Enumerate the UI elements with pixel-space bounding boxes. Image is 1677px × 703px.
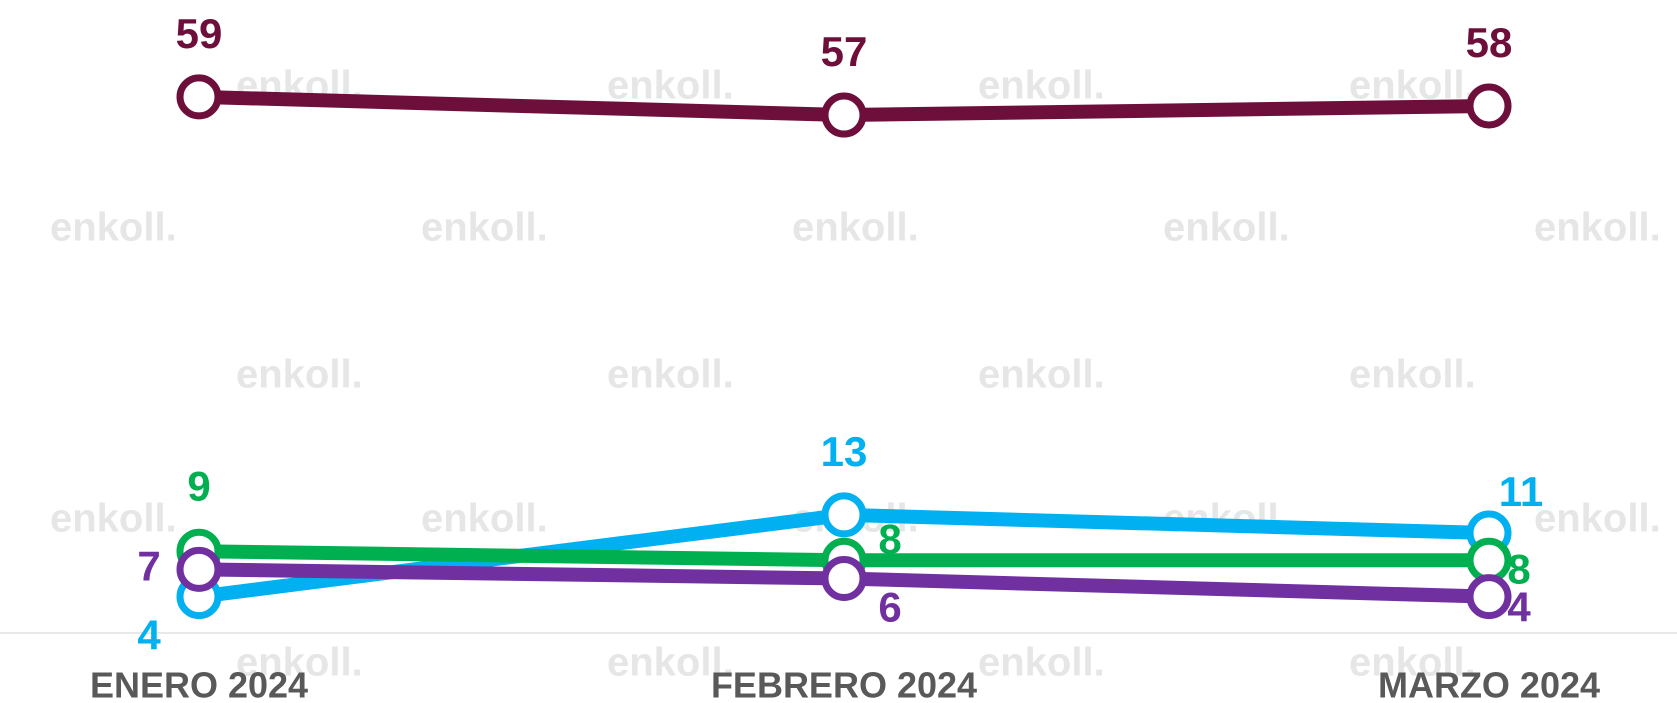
data-label: 58 [1466,19,1513,66]
point [1466,537,1512,583]
data-label: 4 [137,612,161,659]
point [1466,574,1512,620]
watermark: enkoll. [792,206,919,250]
watermark: enkoll. [1163,206,1290,250]
watermark: enkoll. [607,353,734,397]
data-label: 7 [137,542,160,589]
watermark: enkoll. [1534,206,1661,250]
watermark: enkoll. [1534,497,1661,541]
watermark: enkoll. [978,353,1105,397]
data-label: 57 [821,28,868,75]
watermark: enkoll. [607,641,734,685]
x-tick-label: MARZO 2024 [1378,665,1600,703]
data-label: 9 [187,462,210,509]
data-label: 13 [821,428,868,475]
watermark: enkoll. [236,353,363,397]
watermark: enkoll. [50,206,177,250]
point [821,92,867,138]
watermark: enkoll. [978,641,1105,685]
data-label: 8 [1507,545,1530,592]
watermark: enkoll. [236,641,363,685]
data-label: 59 [176,10,223,57]
data-label: 6 [878,584,901,631]
watermark: enkoll. [607,64,734,108]
watermark: enkoll. [1349,641,1476,685]
x-tick-label: ENERO 2024 [90,665,308,703]
data-label: 4 [1507,584,1531,631]
watermark: enkoll. [50,497,177,541]
watermark: enkoll. [978,64,1105,108]
data-label: 8 [878,515,901,562]
point [176,546,222,592]
x-tick-label: FEBRERO 2024 [711,665,977,703]
watermark: enkoll. [421,206,548,250]
watermark: enkoll. [1349,353,1476,397]
point [821,492,867,538]
watermark: enkoll. [421,497,548,541]
point [821,555,867,601]
data-label: 11 [1499,468,1543,515]
point [176,74,222,120]
point [1466,83,1512,129]
